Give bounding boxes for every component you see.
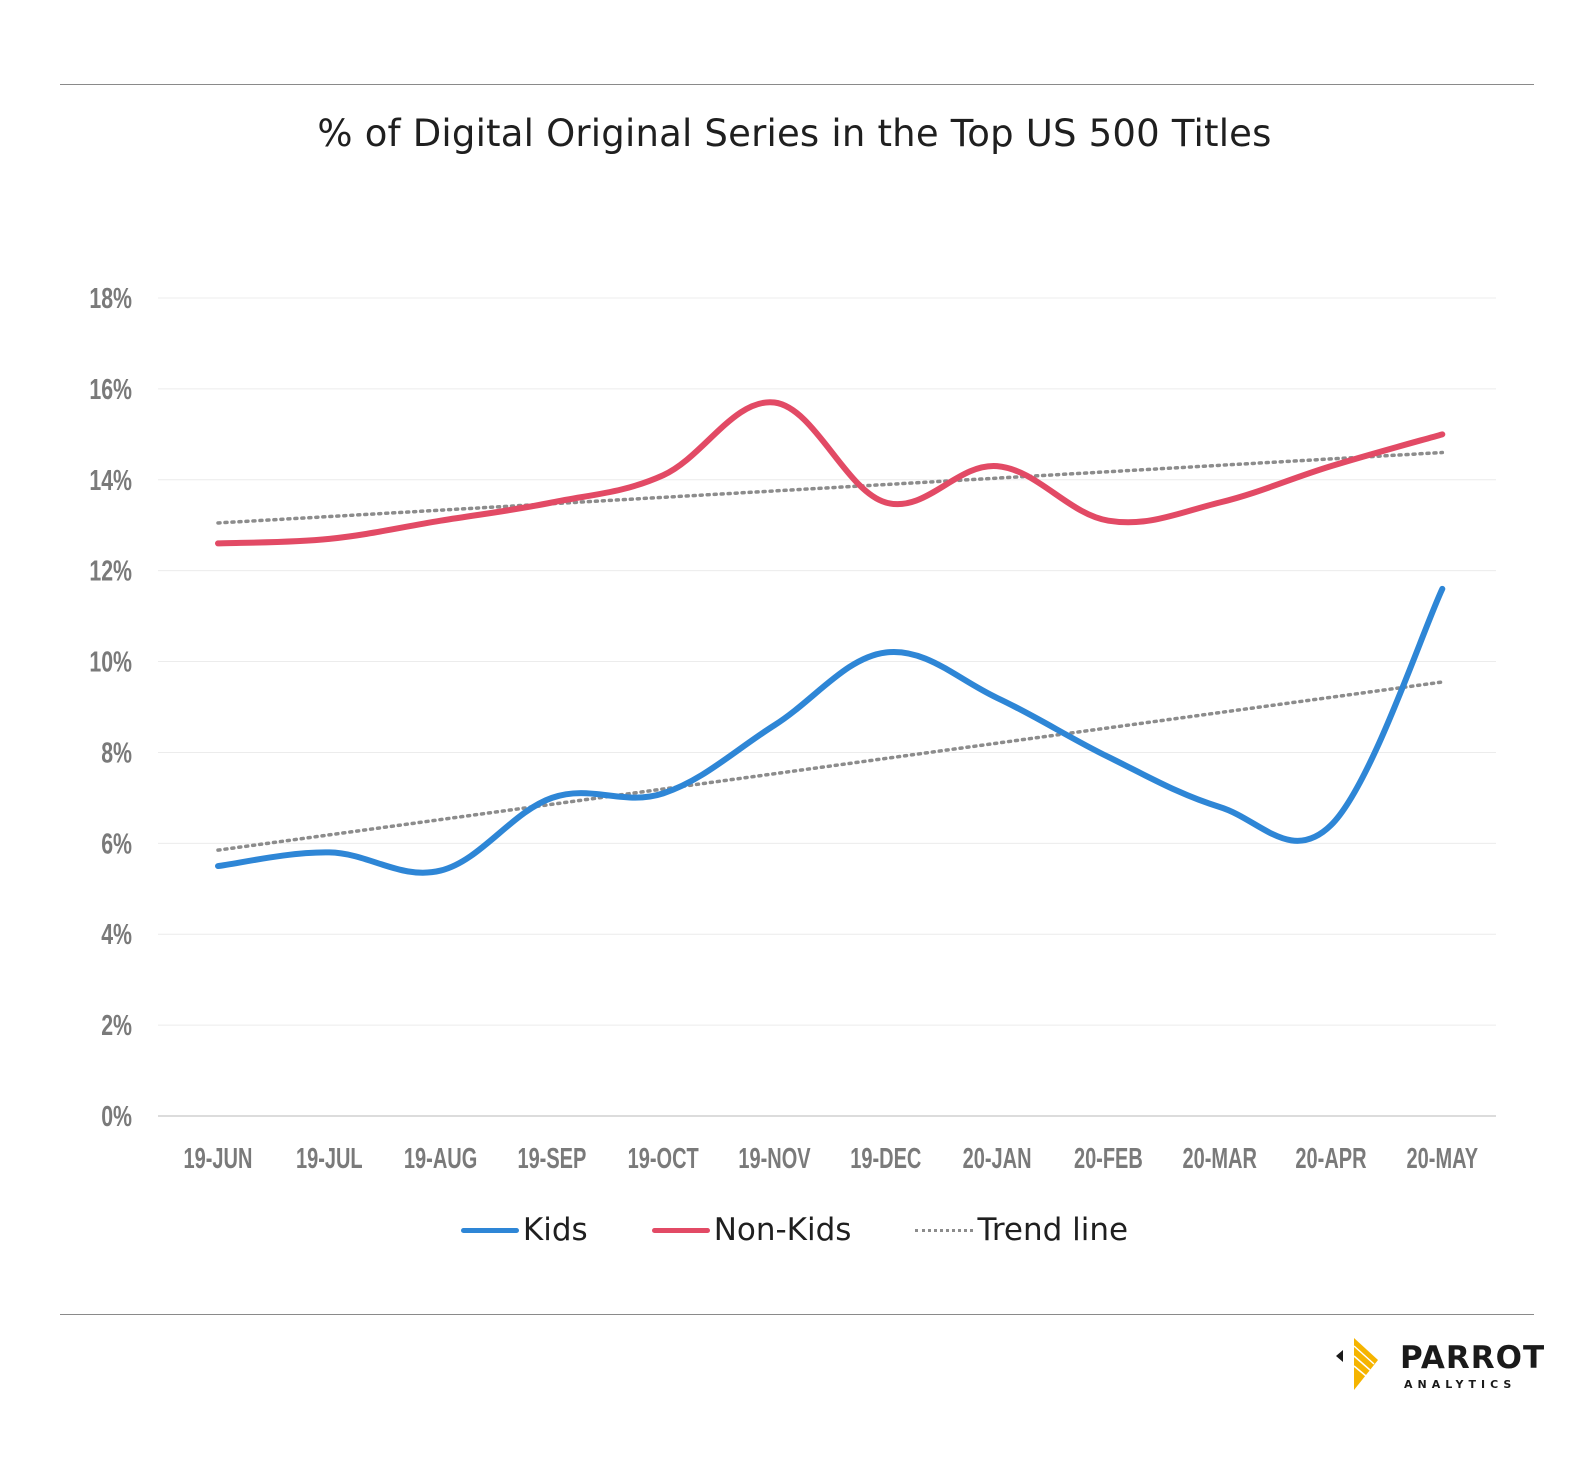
legend-label-trend-line: Trend line — [977, 1212, 1129, 1248]
logo-wordmark: PARROT — [1400, 1340, 1546, 1376]
x-tick-label: 20-JAN — [963, 1144, 1032, 1175]
series-line-non-kids — [215, 399, 1446, 547]
y-tick-label: 10% — [89, 646, 132, 678]
x-tick-label: 19-AUG — [404, 1144, 477, 1175]
y-tick-label: 8% — [101, 737, 132, 769]
y-tick-label: 14% — [89, 465, 132, 497]
x-tick-label: 20-APR — [1295, 1144, 1366, 1175]
legend-swatch-kids — [460, 1227, 519, 1233]
y-tick-label: 0% — [101, 1101, 132, 1133]
x-tick-label: 20-MAY — [1407, 1144, 1479, 1175]
chart-title: % of Digital Original Series in the Top … — [317, 112, 1272, 155]
y-tick-label: 18% — [89, 283, 132, 315]
legend-label-kids: Kids — [522, 1212, 588, 1248]
logo-subtitle: ANALYTICS — [1404, 1378, 1517, 1391]
x-axis-ticks: 19-JUN 19-JUL 19-AUG 19-SEP 19-OCT 19-NOV 19-D… — [184, 1144, 1479, 1175]
trend-line — [216, 680, 1445, 852]
data-series — [215, 399, 1446, 876]
y-tick-label: 4% — [101, 919, 132, 951]
x-tick-label: 19-OCT — [628, 1144, 699, 1175]
x-tick-label: 19-NOV — [738, 1144, 811, 1175]
y-tick-label: 2% — [101, 1010, 132, 1042]
y-tick-label: 6% — [101, 828, 132, 860]
y-axis-ticks: 0% 2% 4% 6% 8% 10% 12% 14% 16% 18% — [89, 283, 132, 1133]
chart-legend: Kids Non-Kids Trend line — [0, 1212, 1589, 1248]
line-chart: 0%2%4%6%8%10%12%14%16%18% 19-JUN 19-JUL 19… — [89, 283, 1496, 1175]
series-line-kids — [215, 585, 1446, 876]
x-tick-label: 20-FEB — [1074, 1144, 1143, 1175]
x-tick-label: 19-JUN — [184, 1144, 253, 1175]
y-tick-label: 16% — [89, 374, 132, 406]
parrot-analytics-logo: PARROT ANALYTICS — [1336, 1338, 1544, 1398]
legend-item-trend-line: Trend line — [915, 1212, 1128, 1248]
gridlines — [158, 297, 1496, 1117]
legend-label-non-kids: Non-Kids — [713, 1212, 852, 1248]
trend-line — [216, 450, 1445, 525]
trend-lines — [216, 450, 1445, 852]
parrot-logo-mark-icon — [1336, 1338, 1378, 1390]
legend-item-non-kids: Non-Kids — [651, 1212, 852, 1248]
x-tick-label: 19-SEP — [517, 1144, 586, 1175]
x-tick-label: 20-MAR — [1182, 1144, 1257, 1175]
x-tick-label: 19-DEC — [850, 1144, 921, 1175]
x-tick-label: 19-JUL — [296, 1144, 363, 1175]
top-divider — [60, 84, 1534, 85]
bottom-divider — [60, 1314, 1534, 1315]
legend-swatch-trend-line — [915, 1228, 974, 1232]
y-tick-label: 12% — [89, 556, 132, 588]
legend-swatch-non-kids — [651, 1227, 710, 1233]
legend-item-kids: Kids — [460, 1212, 588, 1248]
